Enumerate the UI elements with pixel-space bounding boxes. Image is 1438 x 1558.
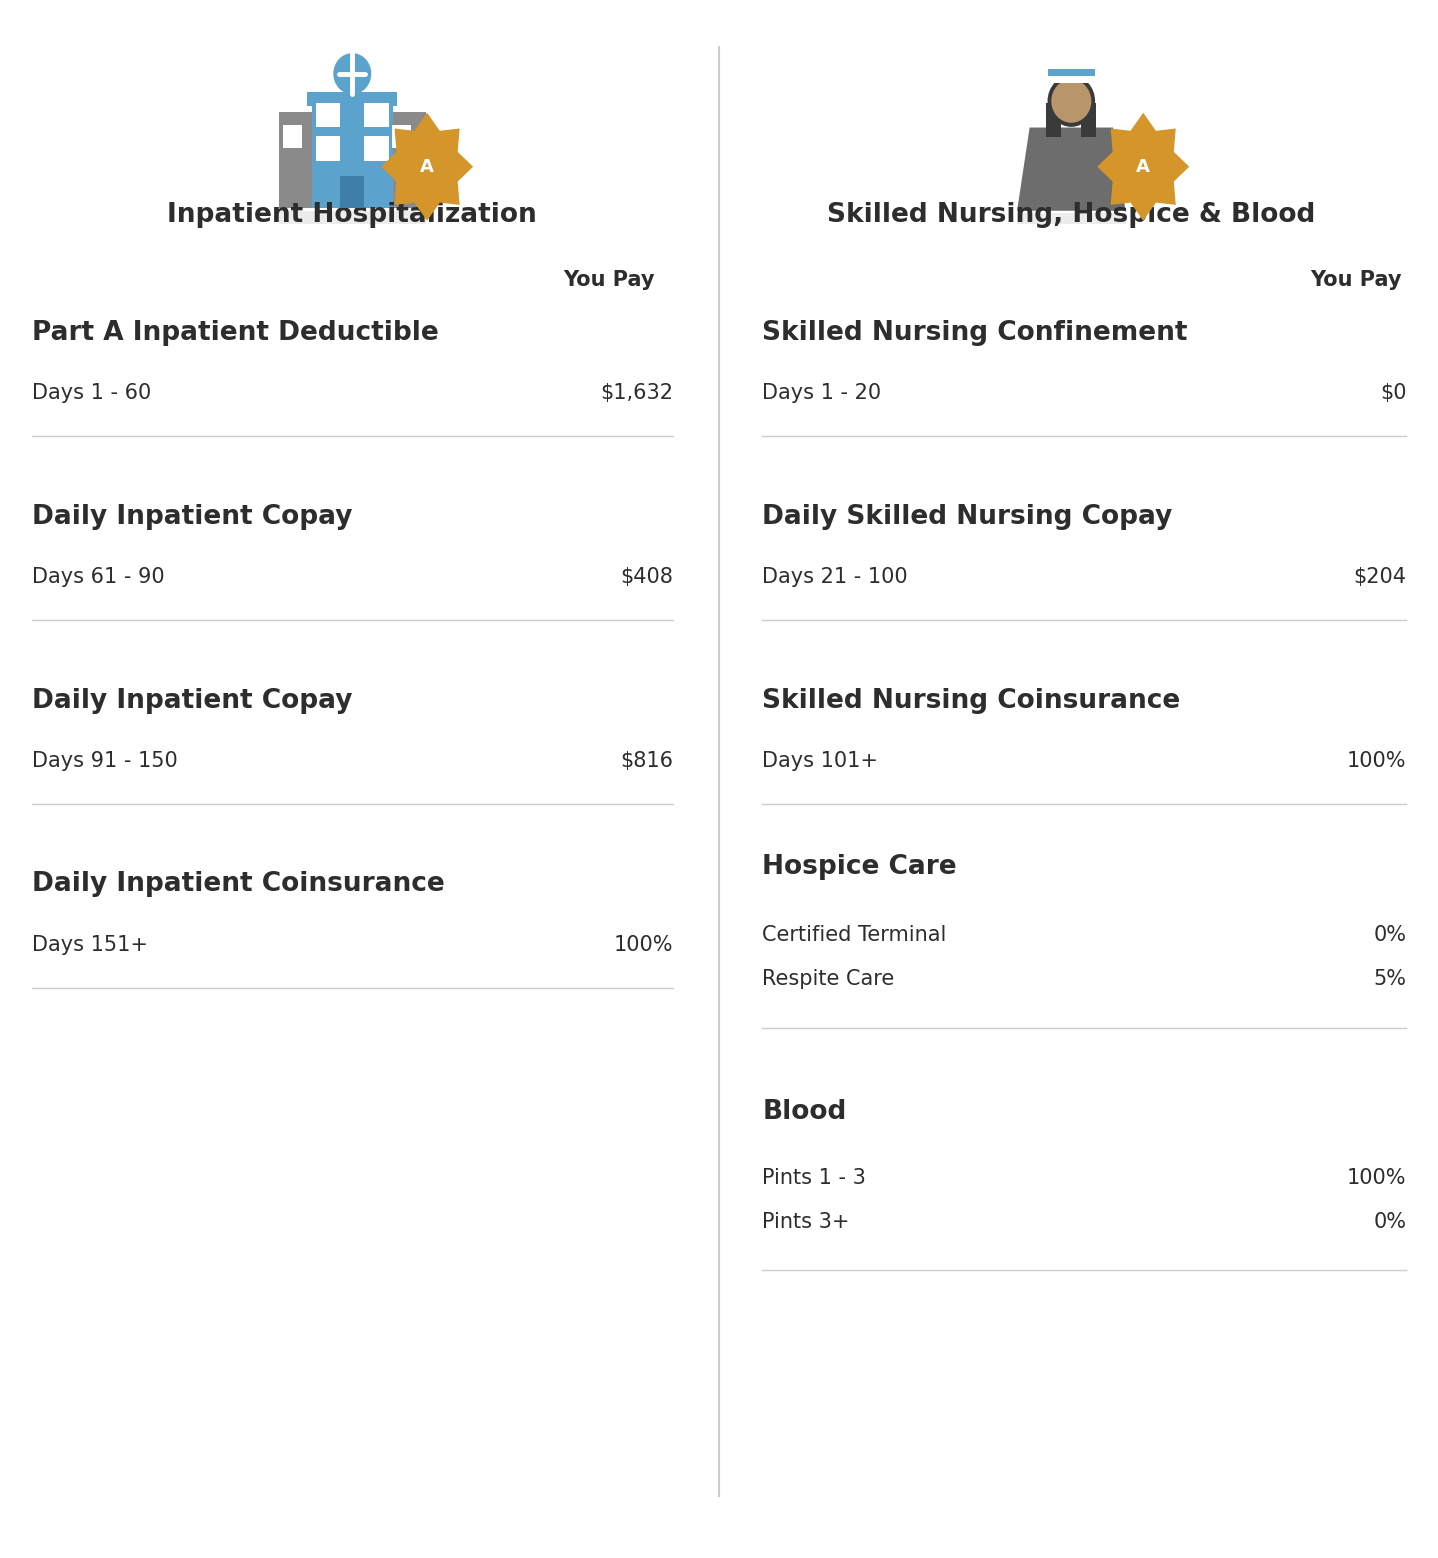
- Text: Respite Care: Respite Care: [762, 969, 894, 989]
- FancyBboxPatch shape: [364, 137, 388, 160]
- Text: 5%: 5%: [1373, 969, 1406, 989]
- FancyBboxPatch shape: [1017, 213, 1126, 224]
- FancyBboxPatch shape: [1048, 69, 1094, 76]
- Text: Hospice Care: Hospice Care: [762, 854, 956, 880]
- Circle shape: [1047, 75, 1096, 126]
- FancyBboxPatch shape: [393, 112, 426, 209]
- FancyBboxPatch shape: [393, 125, 411, 148]
- Text: Daily Inpatient Copay: Daily Inpatient Copay: [32, 687, 352, 714]
- Text: Days 61 - 90: Days 61 - 90: [32, 567, 164, 587]
- Text: $204: $204: [1353, 567, 1406, 587]
- Text: Inpatient Hospitalization: Inpatient Hospitalization: [167, 203, 538, 227]
- Text: Pints 3+: Pints 3+: [762, 1212, 850, 1232]
- FancyBboxPatch shape: [341, 176, 364, 209]
- FancyBboxPatch shape: [312, 101, 393, 209]
- Text: Days 151+: Days 151+: [32, 935, 148, 955]
- Text: Daily Inpatient Coinsurance: Daily Inpatient Coinsurance: [32, 871, 444, 897]
- Text: Days 91 - 150: Days 91 - 150: [32, 751, 177, 771]
- Text: $0: $0: [1380, 383, 1406, 404]
- Text: A: A: [420, 157, 434, 176]
- Text: $408: $408: [620, 567, 673, 587]
- Text: Days 1 - 60: Days 1 - 60: [32, 383, 151, 404]
- Text: A: A: [1136, 157, 1150, 176]
- Text: 100%: 100%: [614, 935, 673, 955]
- FancyBboxPatch shape: [1047, 103, 1061, 137]
- Text: Days 21 - 100: Days 21 - 100: [762, 567, 907, 587]
- FancyBboxPatch shape: [364, 103, 388, 128]
- Text: Part A Inpatient Deductible: Part A Inpatient Deductible: [32, 319, 439, 346]
- Text: $1,632: $1,632: [600, 383, 673, 404]
- Circle shape: [1051, 79, 1091, 123]
- Text: 0%: 0%: [1373, 925, 1406, 946]
- Text: Blood: Blood: [762, 1098, 847, 1125]
- Text: You Pay: You Pay: [1310, 271, 1402, 290]
- Text: Skilled Nursing Coinsurance: Skilled Nursing Coinsurance: [762, 687, 1181, 714]
- Text: Days 1 - 20: Days 1 - 20: [762, 383, 881, 404]
- FancyBboxPatch shape: [279, 212, 426, 224]
- FancyBboxPatch shape: [1081, 103, 1096, 137]
- Circle shape: [334, 53, 371, 93]
- Polygon shape: [1097, 112, 1189, 221]
- Text: 100%: 100%: [1347, 751, 1406, 771]
- Text: Days 101+: Days 101+: [762, 751, 879, 771]
- FancyBboxPatch shape: [1048, 62, 1094, 84]
- Text: $816: $816: [620, 751, 673, 771]
- Text: Daily Inpatient Copay: Daily Inpatient Copay: [32, 503, 352, 530]
- Text: Skilled Nursing, Hospice & Blood: Skilled Nursing, Hospice & Blood: [827, 203, 1316, 227]
- FancyBboxPatch shape: [279, 112, 312, 209]
- FancyBboxPatch shape: [308, 92, 397, 106]
- Text: Skilled Nursing Confinement: Skilled Nursing Confinement: [762, 319, 1188, 346]
- Polygon shape: [1017, 128, 1126, 210]
- Text: 0%: 0%: [1373, 1212, 1406, 1232]
- Text: You Pay: You Pay: [562, 271, 654, 290]
- Text: Certified Terminal: Certified Terminal: [762, 925, 946, 946]
- FancyBboxPatch shape: [283, 125, 302, 148]
- Text: 100%: 100%: [1347, 1168, 1406, 1189]
- FancyBboxPatch shape: [316, 137, 341, 160]
- Text: Daily Skilled Nursing Copay: Daily Skilled Nursing Copay: [762, 503, 1172, 530]
- Text: Pints 1 - 3: Pints 1 - 3: [762, 1168, 866, 1189]
- Polygon shape: [381, 112, 473, 221]
- FancyBboxPatch shape: [316, 103, 341, 128]
